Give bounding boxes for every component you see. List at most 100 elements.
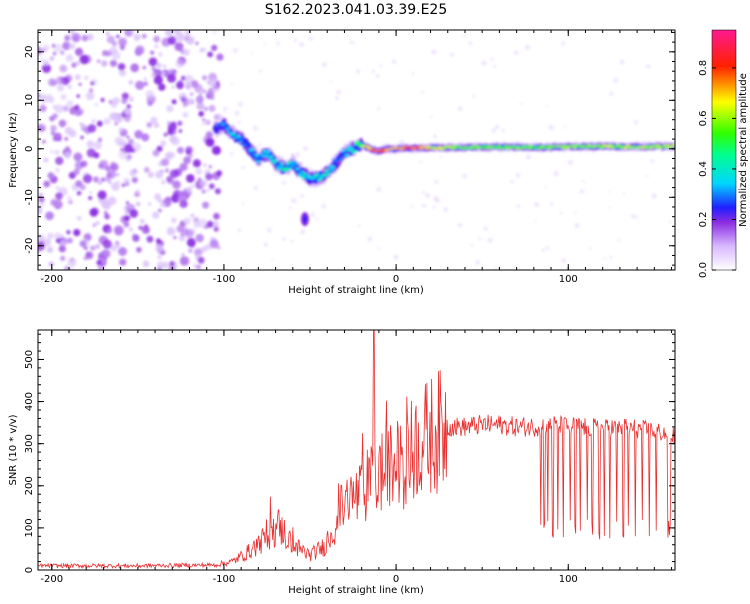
noise-speckle [106,35,115,44]
noise-speckle [199,47,205,53]
noise-speckle [211,44,218,52]
ridge-cell [585,146,590,149]
ridge-cell [366,146,371,149]
noise-speckle [171,136,180,146]
spectrogram-ylabel: Frequency (Hz) [8,112,19,188]
noise-speckle [73,229,81,237]
noise-speckle [391,59,397,64]
noise-speckle [544,186,547,189]
noise-speckle [68,199,73,205]
noise-speckle [195,233,204,243]
noise-speckle [47,93,53,99]
y-tick-label: 0 [24,146,35,152]
noise-speckle [198,111,204,117]
x-tick-label: -200 [40,574,63,585]
noise-speckle [173,235,177,240]
ridge-cell [273,159,278,163]
noise-speckle [109,112,118,121]
noise-speckle [156,62,162,69]
ridge-cell [301,175,306,179]
noise-speckle [646,64,651,69]
noise-speckle [177,190,184,196]
noise-speckle [154,44,159,49]
noise-speckle [138,225,143,231]
noise-speckle [197,218,208,228]
noise-speckle [534,220,537,223]
noise-speckle [64,35,71,41]
noise-speckle [550,202,554,206]
noise-speckle [174,42,184,52]
noise-speckle [89,190,93,195]
noise-speckle [534,202,540,208]
noise-speckle [177,146,184,154]
noise-speckle [141,133,150,142]
noise-speckle [88,88,94,93]
noise-speckle [38,208,43,215]
noise-speckle [431,49,437,55]
noise-speckle [212,171,221,181]
noise-speckle [71,62,77,68]
ridge-cell [665,144,670,147]
noise-speckle [184,74,194,85]
noise-speckle [177,195,184,203]
noise-speckle [421,90,424,94]
noise-speckle [234,110,240,116]
noise-speckle [189,92,194,96]
ridge-cell [276,167,282,171]
noise-speckle [50,150,54,154]
noise-speckle [118,127,124,132]
ridge-cell [561,147,567,150]
noise-speckle [90,245,96,251]
noise-speckle [303,146,308,152]
noise-speckle [171,85,176,89]
ridge-cell [365,145,370,148]
noise-speckle [434,180,439,184]
noise-speckle [202,245,209,252]
snr-series-line [38,330,675,570]
noise-speckle [429,115,433,119]
noise-speckle [167,73,176,83]
noise-speckle [183,156,192,165]
noise-speckle [630,214,636,219]
ridge-cell [286,162,291,166]
noise-speckle [393,254,399,260]
noise-speckle [107,196,117,205]
noise-speckle [143,77,147,81]
noise-speckle [195,168,203,175]
noise-speckle [98,181,102,185]
noise-speckle [208,104,216,112]
noise-speckle [200,179,208,187]
noise-speckle [186,237,196,247]
noise-speckle [57,84,65,92]
noise-speckle [49,56,54,61]
noise-speckle [541,248,545,252]
noise-speckle [483,226,488,231]
noise-speckle [491,128,496,133]
ridge-cell [329,168,334,172]
noise-speckle [440,156,443,159]
noise-speckle [152,211,160,219]
noise-speckle [212,31,216,34]
noise-speckle [208,72,218,82]
noise-speckle [253,185,258,190]
ridge-cell [597,144,602,147]
noise-speckle [141,225,150,234]
noise-speckle [67,195,72,200]
noise-speckle [123,114,131,123]
noise-speckle [58,245,66,253]
noise-speckle [42,44,50,52]
x-tick-label: 100 [559,574,578,585]
noise-speckle [334,96,339,101]
noise-speckle [377,247,380,250]
noise-speckle [371,69,375,74]
noise-speckle [367,236,373,242]
noise-speckle [78,82,82,86]
noise-speckle [50,198,58,207]
noise-speckle [54,149,60,155]
noise-speckle [166,226,176,236]
ridge-cell [264,154,269,158]
noise-speckle [45,211,54,221]
noise-speckle [130,63,140,73]
noise-speckle [475,260,480,265]
